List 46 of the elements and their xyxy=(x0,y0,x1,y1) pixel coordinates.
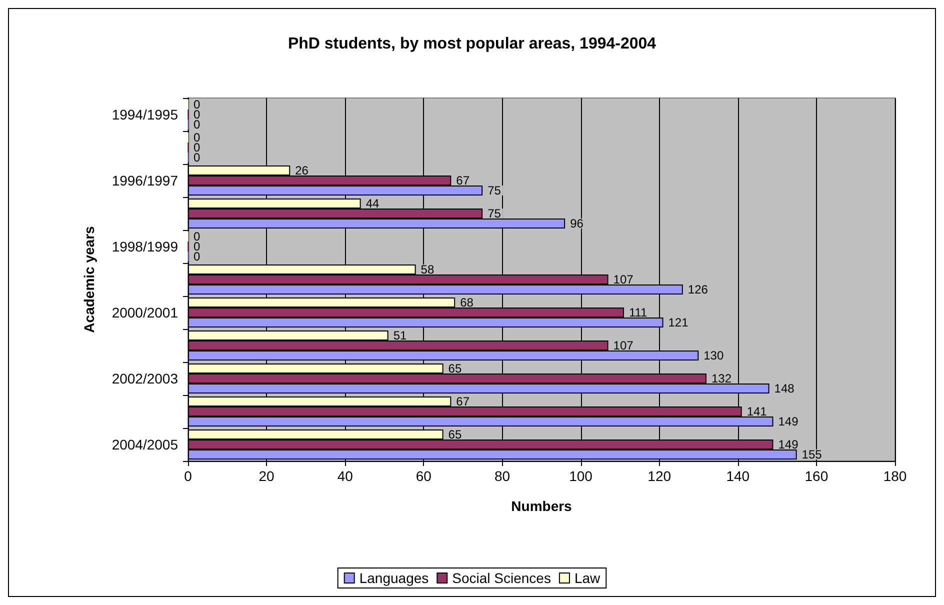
data-label: 149 xyxy=(778,438,799,452)
x-tick-label: 120 xyxy=(648,468,672,484)
data-label: 67 xyxy=(456,174,470,188)
legend-label: Law xyxy=(574,570,602,586)
data-label: 75 xyxy=(488,184,502,198)
x-tick-label: 180 xyxy=(883,468,907,484)
data-label: 68 xyxy=(460,296,474,310)
y-tick-label: 2000/2001 xyxy=(112,304,178,320)
data-label: 132 xyxy=(711,372,732,386)
legend-label: Languages xyxy=(359,570,429,586)
data-label: 155 xyxy=(802,448,822,462)
data-label: 51 xyxy=(393,328,407,342)
data-label: 65 xyxy=(448,428,462,442)
data-label: 121 xyxy=(668,316,689,330)
x-axis-title: Numbers xyxy=(511,498,572,514)
x-tick-label: 0 xyxy=(184,468,192,484)
y-tick-label: 1996/1997 xyxy=(112,172,178,188)
x-tick-label: 100 xyxy=(569,468,593,484)
x-tick-label: 60 xyxy=(416,468,432,484)
y-tick-label: 1994/1995 xyxy=(112,106,178,122)
legend-label: Social Sciences xyxy=(452,570,551,586)
x-tick-label: 20 xyxy=(258,468,275,484)
y-tick-label: 2004/2005 xyxy=(112,436,178,452)
x-tick-label: 40 xyxy=(337,468,354,484)
y-tick-label: 2002/2003 xyxy=(112,370,178,386)
data-label: 107 xyxy=(613,338,634,352)
y-tick-label: 1998/1999 xyxy=(112,238,178,254)
chart-title: PhD students, by most popular areas, 1994-2004 xyxy=(288,36,656,52)
data-label: 141 xyxy=(746,404,768,418)
data-label: 26 xyxy=(295,164,309,178)
data-label: 67 xyxy=(456,394,470,408)
data-label: 111 xyxy=(628,306,648,320)
data-label: 130 xyxy=(704,348,724,362)
x-tick-label: 160 xyxy=(804,468,828,484)
data-label: 58 xyxy=(420,262,434,276)
data-label: 126 xyxy=(688,282,708,296)
data-label: 149 xyxy=(778,414,799,428)
x-tick-label: 80 xyxy=(494,468,510,484)
data-label: 107 xyxy=(613,272,634,286)
data-label: 44 xyxy=(366,196,380,210)
data-label: 148 xyxy=(774,382,795,396)
x-tick-label: 140 xyxy=(726,468,750,484)
data-label: 75 xyxy=(488,206,502,220)
data-label: 65 xyxy=(448,362,462,376)
data-label: 96 xyxy=(570,216,584,230)
y-axis-title: Academic years xyxy=(81,226,97,333)
